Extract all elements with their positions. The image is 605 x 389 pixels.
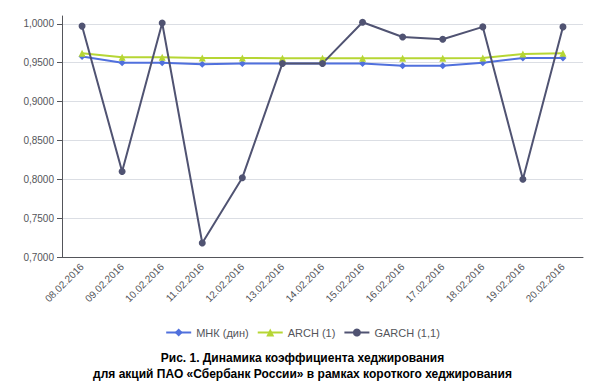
svg-text:17.02.2016: 17.02.2016 <box>403 261 446 304</box>
svg-text:10.02.2016: 10.02.2016 <box>123 261 166 304</box>
svg-text:ARCH (1): ARCH (1) <box>288 327 336 339</box>
svg-text:МНК (дин): МНК (дин) <box>196 327 249 339</box>
svg-text:0,9500: 0,9500 <box>23 57 54 68</box>
svg-text:15.02.2016: 15.02.2016 <box>323 261 366 304</box>
svg-text:09.02.2016: 09.02.2016 <box>83 261 126 304</box>
svg-text:11.02.2016: 11.02.2016 <box>164 261 207 304</box>
svg-text:08.02.2016: 08.02.2016 <box>43 261 86 304</box>
svg-text:Рис. 1. Динамика коэффициента: Рис. 1. Динамика коэффициента хеджирован… <box>161 351 445 365</box>
svg-text:0,7000: 0,7000 <box>23 252 54 263</box>
svg-text:0,9000: 0,9000 <box>23 96 54 107</box>
svg-text:0,8500: 0,8500 <box>23 135 54 146</box>
svg-text:20.02.2016: 20.02.2016 <box>524 261 567 304</box>
svg-text:1,0000: 1,0000 <box>23 18 54 29</box>
svg-text:16.02.2016: 16.02.2016 <box>363 261 406 304</box>
svg-text:18.02.2016: 18.02.2016 <box>444 261 487 304</box>
svg-text:для акций ПАО «Сбербанк России: для акций ПАО «Сбербанк России» в рамках… <box>93 367 512 381</box>
svg-text:12.02.2016: 12.02.2016 <box>203 261 246 304</box>
svg-text:0,8000: 0,8000 <box>23 174 54 185</box>
svg-text:GARCH (1,1): GARCH (1,1) <box>374 327 439 339</box>
svg-text:0,7500: 0,7500 <box>23 213 54 224</box>
svg-text:14.02.2016: 14.02.2016 <box>283 261 326 304</box>
svg-text:19.02.2016: 19.02.2016 <box>484 261 527 304</box>
svg-text:13.02.2016: 13.02.2016 <box>243 261 286 304</box>
